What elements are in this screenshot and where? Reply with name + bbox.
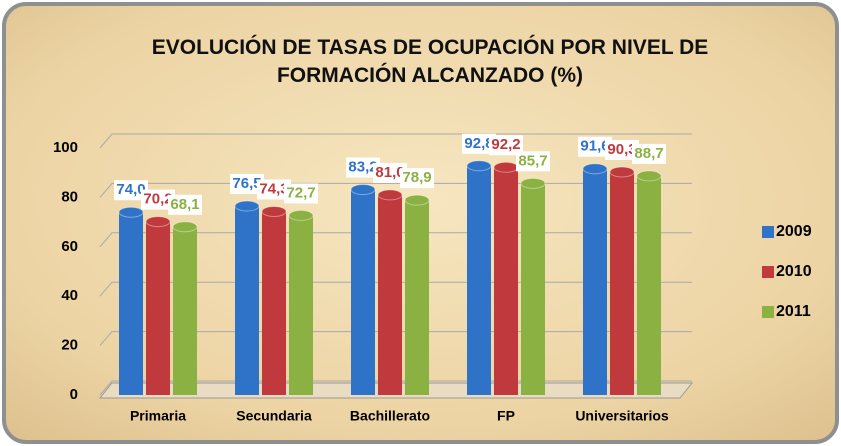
x-tick-label: Primaria [130,408,186,424]
bar [466,160,492,395]
bar-top [582,163,608,175]
legend-swatch [762,306,774,318]
value-label-box [400,168,434,189]
y-tick-label: 80 [61,188,78,205]
x-tick-label: Universitarios [575,408,669,424]
bar-shade [637,175,661,395]
bar-top [377,189,403,201]
bar [118,206,144,395]
value-label-box [114,180,148,201]
value-label-box [516,151,550,172]
x-tick-label: FP [497,408,515,424]
value-label-box [141,189,175,210]
legend-swatch [762,266,774,278]
bar-shade [262,211,286,395]
bar-shade [494,167,518,395]
value-label-box [632,143,666,164]
bar [404,194,430,395]
bar-shade [378,194,402,395]
value-label: 78,9 [402,169,431,186]
bar [350,183,376,395]
legend-label: 2010 [776,263,812,280]
bar-top [234,200,260,212]
bar-top [261,205,287,217]
value-label: 91,6 [580,138,609,155]
bar [377,189,403,395]
legend-label: 2011 [776,303,811,320]
grid-line [99,133,692,149]
bar [234,200,260,395]
y-tick-label: 100 [53,139,78,156]
y-tick-label: 0 [70,386,78,403]
value-label: 74,3 [259,180,288,197]
bar-shade [405,200,429,395]
bar-shade [146,221,170,395]
value-label: 72,7 [286,184,315,201]
bar [609,166,635,395]
bar-top [636,170,662,182]
bar-shade [467,165,491,395]
bar-top [118,206,144,218]
bar-top [288,209,314,221]
x-tick-label: Bachillerato [350,408,430,424]
legend-label: 2009 [776,223,812,240]
bar-shade [583,168,607,395]
bar-shade [521,183,545,395]
bar [582,163,608,395]
bar-top [145,216,171,228]
y-tick-label: 40 [61,287,78,304]
bar-top [404,194,430,206]
bar-top [609,166,635,178]
bar [520,177,546,395]
value-label-box [257,179,291,200]
value-label: 92,2 [491,136,520,153]
y-tick-label: 20 [61,337,78,354]
value-label: 76,5 [232,175,261,192]
value-label-box [168,194,202,215]
value-label: 85,7 [518,152,547,169]
bar-shade [610,171,634,395]
value-label: 90,3 [607,141,636,158]
bar-top [466,160,492,172]
bar-shade [351,189,375,395]
bar-top [520,177,546,189]
value-label-box [578,136,612,157]
value-label: 83,2 [348,158,377,175]
bar [493,161,519,395]
value-label: 88,7 [634,145,663,162]
value-label-box [605,139,639,160]
bar-shade [235,206,259,395]
value-label: 74,0 [116,181,145,198]
value-label-box [489,135,523,156]
chart-title: EVOLUCIÓN DE TASAS DE OCUPACIÓN POR NIVE… [151,36,709,87]
bar-top [350,183,376,195]
bar-shade [289,215,313,395]
legend-swatch [762,226,774,238]
value-label-box [230,174,264,195]
bar [636,170,662,395]
x-tick-label: Secundaria [236,408,312,424]
bar [261,205,287,395]
value-label-box [462,133,496,154]
bar [288,209,314,395]
value-label: 68,1 [170,196,199,213]
bar-top [172,221,198,233]
bar [172,221,198,395]
bar-shade [119,212,143,395]
bar-top [493,161,519,173]
bar-shade [173,226,197,395]
bar [145,216,171,395]
value-label: 70,2 [143,191,172,208]
value-label-box [346,157,380,178]
value-label: 81,0 [375,164,404,181]
value-label-box [373,162,407,183]
value-label: 92,8 [464,135,493,152]
value-label-box [284,183,318,204]
y-tick-label: 60 [61,238,78,255]
